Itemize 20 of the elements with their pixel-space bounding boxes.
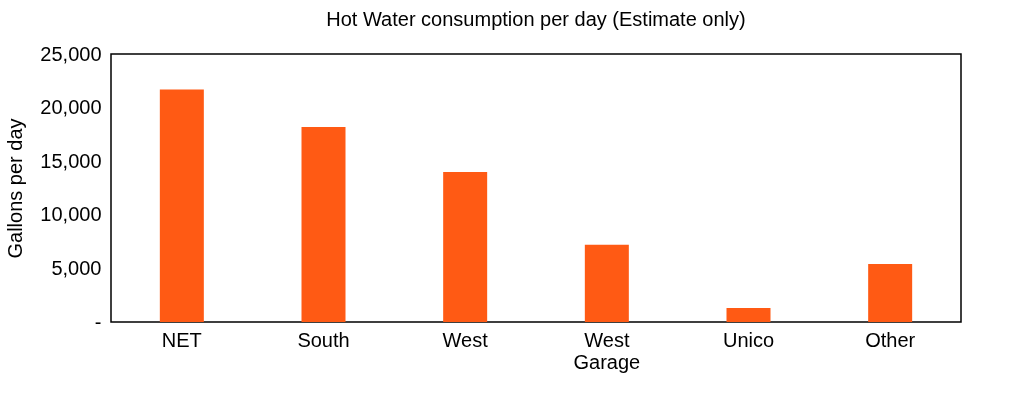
x-tick-label: West Garage: [573, 328, 641, 373]
bar: [584, 244, 629, 322]
x-tick-label: NET: [161, 328, 202, 351]
x-tick-label: South: [297, 328, 350, 351]
y-tick-label: 15,000: [40, 149, 102, 172]
chart-title: Hot Water consumption per day (Estimate only): [326, 8, 746, 30]
y-tick-label: 5,000: [51, 256, 102, 279]
y-tick-label: -: [94, 310, 102, 333]
bar: [301, 126, 346, 322]
bar: [726, 308, 771, 322]
x-tick-label: Unico: [722, 328, 775, 351]
x-tick-label: Other: [865, 328, 916, 351]
y-tick-label: 20,000: [40, 96, 102, 119]
bar: [159, 89, 204, 322]
y-tick-label: 25,000: [40, 42, 102, 65]
bar: [443, 171, 488, 322]
bar: [868, 264, 913, 322]
y-axis-title: Gallons per day: [4, 118, 27, 259]
y-tick-label: 10,000: [40, 203, 102, 226]
x-tick-label: West: [442, 328, 489, 351]
